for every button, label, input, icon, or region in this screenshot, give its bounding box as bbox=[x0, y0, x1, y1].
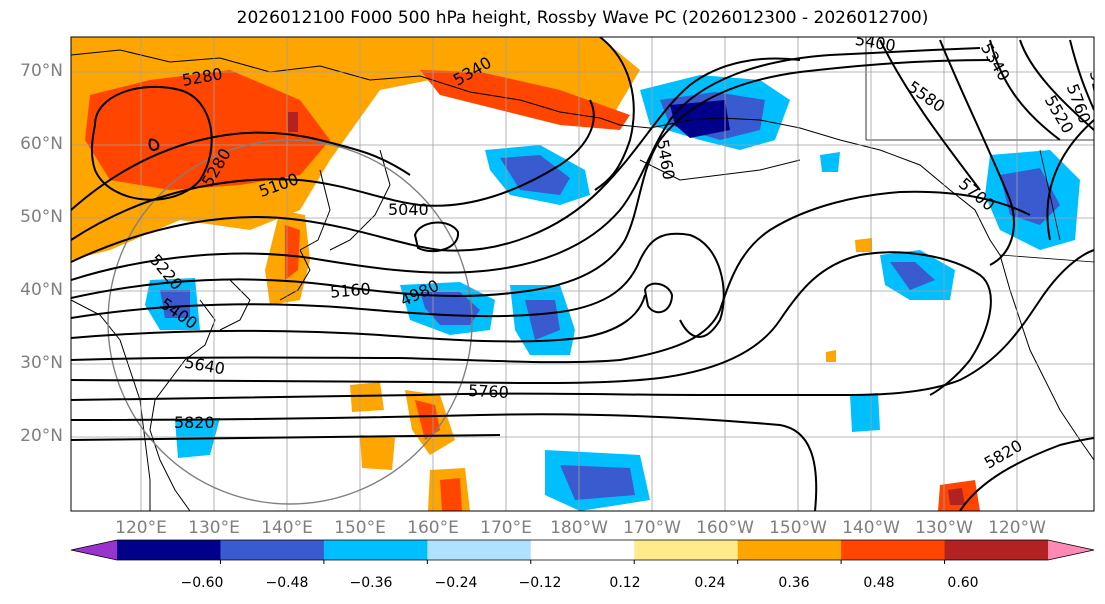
longitude-label: 130°E bbox=[188, 518, 240, 538]
positive-anomaly-shading bbox=[71, 37, 980, 511]
contour-label: 5820 bbox=[174, 413, 215, 432]
colorbar-tick-label: 0.24 bbox=[694, 575, 726, 591]
latitude-label: 30°N bbox=[20, 353, 63, 373]
longitude-label: 140°W bbox=[842, 518, 900, 538]
colorbar-segment bbox=[530, 540, 635, 560]
longitude-label: 130°W bbox=[915, 518, 973, 538]
longitude-label: 160°E bbox=[407, 518, 459, 538]
longitude-label: 120°W bbox=[988, 518, 1046, 538]
colorbar-tick-label: −0.24 bbox=[434, 575, 478, 591]
contour-label: 5040 bbox=[388, 200, 429, 219]
contour-label: 5160 bbox=[1086, 69, 1105, 112]
colorbar-tick-label: 0.36 bbox=[778, 575, 810, 591]
colorbar-segment bbox=[427, 540, 532, 560]
map-frame bbox=[70, 36, 1095, 512]
colorbar-segment bbox=[944, 540, 1049, 560]
latitude-label: 40°N bbox=[20, 280, 63, 300]
colorbar-segment bbox=[634, 540, 739, 560]
colorbar-tick-label: 0.12 bbox=[609, 575, 641, 591]
longitude-label: 150°W bbox=[769, 518, 827, 538]
latitude-label: 20°N bbox=[20, 426, 63, 446]
latitude-label: 60°N bbox=[20, 134, 63, 154]
longitude-label: 180°W bbox=[550, 518, 608, 538]
height-contours bbox=[71, 37, 1094, 511]
colorbar-tick-label: 0.48 bbox=[863, 575, 895, 591]
longitude-label: 140°E bbox=[261, 518, 313, 538]
contour-label: 5760 bbox=[468, 381, 510, 402]
colorbar bbox=[71, 540, 1094, 564]
longitude-label: 120°E bbox=[115, 518, 167, 538]
colorbar-extend-high bbox=[1048, 540, 1094, 560]
colorbar-segment bbox=[841, 540, 946, 560]
colorbar-tick-label: 0.60 bbox=[947, 575, 979, 591]
colorbar-extend-low bbox=[71, 540, 117, 560]
longitude-label: 160°W bbox=[696, 518, 754, 538]
colorbar-segment bbox=[220, 540, 325, 560]
negative-anomaly-shading bbox=[145, 75, 1080, 511]
longitude-label: 170°W bbox=[623, 518, 681, 538]
longitude-label: 170°E bbox=[480, 518, 532, 538]
colorbar-outline bbox=[70, 539, 1095, 561]
colorbar-segment bbox=[117, 540, 221, 560]
latitude-label: 70°N bbox=[20, 61, 63, 81]
colorbar-tick-label: −0.12 bbox=[518, 575, 562, 591]
colorbar-tick-label: −0.36 bbox=[349, 575, 393, 591]
colorbar-segment bbox=[323, 540, 428, 560]
contour-label: 5160 bbox=[329, 279, 371, 301]
figure-title: 2026012100 F000 500 hPa height, Rossby W… bbox=[236, 8, 929, 28]
coastlines bbox=[71, 49, 1094, 511]
colorbar-segment bbox=[737, 540, 842, 560]
colorbar-tick-label: −0.60 bbox=[180, 575, 224, 591]
reference-circle bbox=[107, 139, 473, 505]
colorbar-tick-label: −0.48 bbox=[265, 575, 309, 591]
longitude-label: 150°E bbox=[334, 518, 386, 538]
latitude-label: 50°N bbox=[20, 207, 63, 227]
